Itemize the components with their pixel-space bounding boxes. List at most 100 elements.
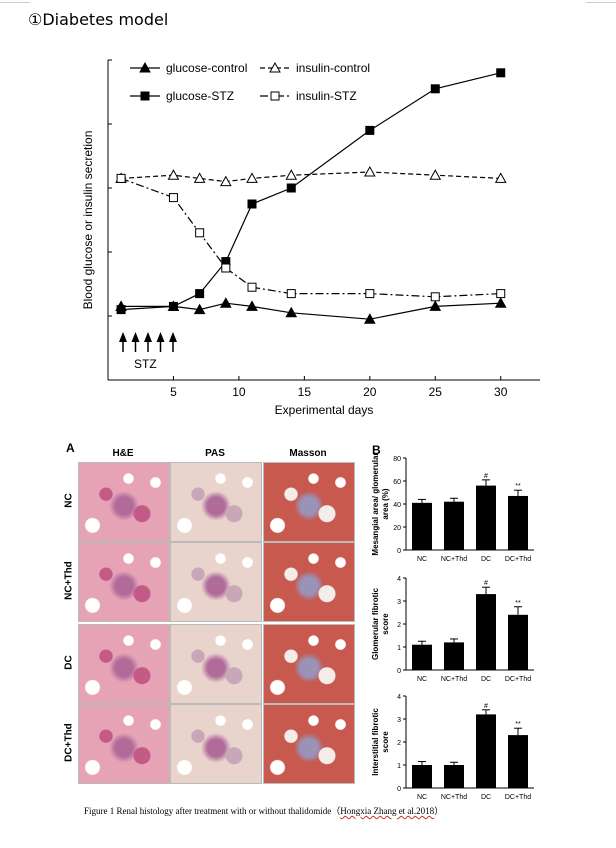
bar-y-label-line1: Interstitial fibrotic	[371, 708, 380, 776]
series-line-glucose-control	[121, 302, 501, 320]
data-point-insulin-STZ	[430, 292, 440, 302]
data-point-insulin-control	[246, 172, 258, 183]
bar	[476, 714, 496, 788]
x-tick-label: 20	[363, 385, 377, 399]
histology-image	[170, 542, 262, 622]
bar-category-label: DC	[481, 794, 491, 801]
line-chart: 5 10 15 20 25 30 Experimental days Blood glucos…	[81, 59, 540, 417]
bar-chart-3: 0 1 2 3 4 NC NC+Thd # DC ** DC+Thd Interstitial fib…	[371, 694, 534, 801]
data-point-glucose-control	[363, 313, 376, 324]
bar-y-label-line2: area (%)	[381, 488, 390, 519]
bar-category-label: DC+Thd	[505, 556, 531, 563]
bar	[412, 644, 432, 670]
data-point-glucose-STZ	[247, 199, 257, 209]
bar	[476, 485, 496, 550]
stz-annotation: STZ	[119, 332, 177, 371]
stz-arrow-head	[144, 332, 152, 342]
bar-y-label-line1: Glomerular fibrotic	[371, 587, 380, 660]
bar-category-label: DC+Thd	[505, 676, 531, 683]
figure-caption: Figure 1 Renal histology after treatment…	[84, 804, 443, 817]
histology-image	[78, 542, 170, 622]
bar	[412, 765, 432, 788]
histology-image	[263, 624, 355, 704]
line-chart-axes: 5 10 15 20 25 30 Experimental days Blood glucos…	[81, 59, 540, 417]
histology-image	[78, 624, 170, 704]
data-point-insulin-STZ	[365, 289, 375, 299]
x-tick-label: 5	[170, 385, 177, 399]
data-point-glucose-control	[285, 306, 298, 318]
data-point-glucose-STZ	[286, 183, 296, 193]
data-point-insulin-control	[285, 169, 298, 180]
histology-column-label: Masson	[289, 448, 327, 459]
data-point-insulin-STZ	[168, 193, 178, 203]
data-point-glucose-control	[193, 303, 206, 315]
stz-label: STZ	[134, 357, 157, 371]
data-point-glucose-STZ	[116, 305, 126, 315]
data-point-glucose-control	[429, 300, 442, 311]
significance-mark: #	[484, 580, 488, 587]
bar-y-tick-label: 40	[393, 502, 401, 509]
significance-mark: **	[515, 483, 521, 490]
section-heading: ①Diabetes model	[28, 10, 169, 29]
legend-marker-glucose-STZ	[140, 91, 150, 101]
histology-image	[263, 462, 355, 542]
panel-b-label: B	[372, 443, 381, 457]
bar-y-tick-label: 0	[397, 668, 401, 675]
data-point-insulin-control	[494, 172, 507, 183]
data-point-insulin-STZ	[496, 289, 506, 299]
caption-citation: Hongxia Zhang et al.2018	[340, 806, 435, 816]
data-point-glucose-STZ	[168, 301, 178, 311]
histology-image	[170, 704, 262, 784]
bar	[508, 614, 528, 670]
top-left-rule	[0, 2, 30, 3]
bar-y-tick-label: 20	[393, 525, 401, 532]
legend-label-glucose-STZ: glucose-STZ	[166, 89, 234, 103]
x-axis-label: Experimental days	[275, 403, 374, 417]
bar	[444, 642, 464, 670]
data-point-insulin-STZ	[195, 228, 205, 238]
data-point-glucose-control	[494, 297, 507, 308]
bar	[476, 594, 496, 670]
significance-mark: **	[515, 721, 521, 728]
bar	[412, 502, 432, 550]
line-chart-legend: glucose-control insulin-control glucose-ST…	[130, 61, 370, 103]
bar-y-tick-label: 2	[397, 622, 401, 629]
y-axis-label: Blood glucose or insulin secretion	[81, 131, 95, 310]
legend-label-glucose-control: glucose-control	[166, 61, 247, 75]
bar	[508, 735, 528, 788]
series-line-insulin-STZ	[120, 177, 501, 298]
data-point-insulin-control	[363, 165, 376, 177]
x-tick-label: 30	[494, 385, 508, 399]
x-tick-label: 10	[232, 385, 246, 399]
histology-image	[78, 462, 170, 542]
panel-a-label: A	[66, 441, 75, 455]
bar-y-tick-label: 0	[397, 786, 401, 793]
stz-arrow-head	[156, 332, 165, 342]
histology-image	[170, 624, 262, 704]
data-point-glucose-STZ	[430, 84, 440, 94]
data-point-insulin-STZ	[116, 173, 126, 183]
data-point-insulin-STZ	[286, 289, 296, 299]
bar-category-label: NC+Thd	[441, 676, 467, 683]
bar-y-tick-label: 4	[397, 576, 401, 583]
data-point-insulin-STZ	[247, 282, 257, 292]
caption-close: ）	[434, 806, 444, 816]
data-point-glucose-control	[246, 300, 258, 311]
bar	[444, 501, 464, 550]
histology-image	[263, 542, 355, 622]
bar-chart-1: 0 20 40 60 80 NC NC+Thd # DC ** DC+Thd Mesangial ar…	[371, 452, 534, 563]
top-right-rule	[586, 2, 616, 3]
data-point-insulin-control	[219, 175, 232, 187]
bar-category-label: NC	[417, 556, 427, 563]
line-chart-series	[115, 68, 507, 324]
bar-category-label: NC+Thd	[441, 794, 467, 801]
significance-mark: #	[484, 473, 488, 480]
bar-y-label-line2: score	[381, 731, 390, 753]
stz-arrow-head	[119, 332, 127, 342]
data-point-insulin-STZ	[221, 263, 231, 273]
bar-y-label-line2: score	[381, 613, 390, 635]
bar	[444, 765, 464, 788]
legend-label-insulin-control: insulin-control	[296, 61, 370, 75]
bar	[508, 495, 528, 550]
histology-image	[263, 704, 355, 784]
